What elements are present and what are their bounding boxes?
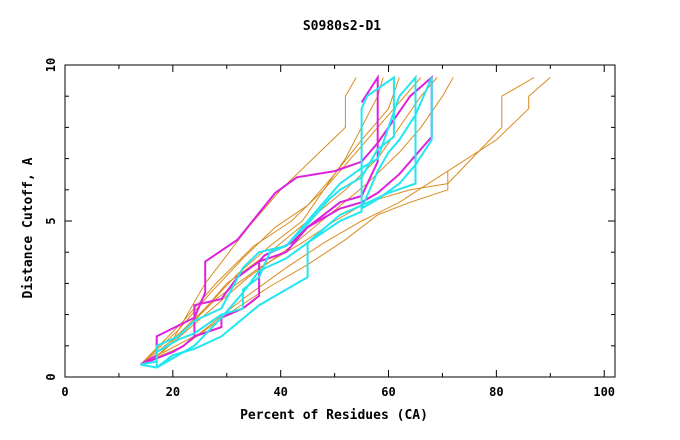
series-line-orange-3: [140, 77, 422, 365]
y-tick-label: 0: [44, 373, 58, 380]
series-line-orange-2: [140, 77, 400, 365]
y-tick-label: 10: [44, 58, 58, 72]
series-line-cyan-12: [140, 75, 395, 369]
series-line-magenta-10: [140, 75, 433, 366]
series-line-orange-5: [161, 77, 454, 353]
series-line-cyan-14: [360, 77, 433, 210]
series-line-orange-9: [172, 77, 357, 340]
x-tick-label: 20: [166, 385, 180, 399]
series-line-orange-1: [140, 77, 384, 365]
x-axis-label: Percent of Residues (CA): [240, 408, 428, 423]
x-tick-label: 60: [381, 385, 395, 399]
y-axis-label: Distance Cutoff, A: [21, 157, 36, 298]
series-line-orange-7: [140, 77, 551, 365]
series-layer: [140, 74, 551, 369]
series-line-cyan-13: [155, 74, 417, 369]
x-tick-label: 100: [593, 385, 615, 399]
x-tick-label: 0: [61, 385, 68, 399]
chart-title: S0980s2-D1: [303, 19, 381, 34]
x-tick-label: 80: [489, 385, 503, 399]
axes-layer: 0 20 40 60 80 100 0 5 10: [44, 58, 615, 399]
x-tick-label: 40: [273, 385, 287, 399]
y-tick-label: 5: [44, 217, 58, 224]
series-line-orange-8: [140, 171, 449, 365]
series-line-magenta-11: [193, 74, 379, 337]
